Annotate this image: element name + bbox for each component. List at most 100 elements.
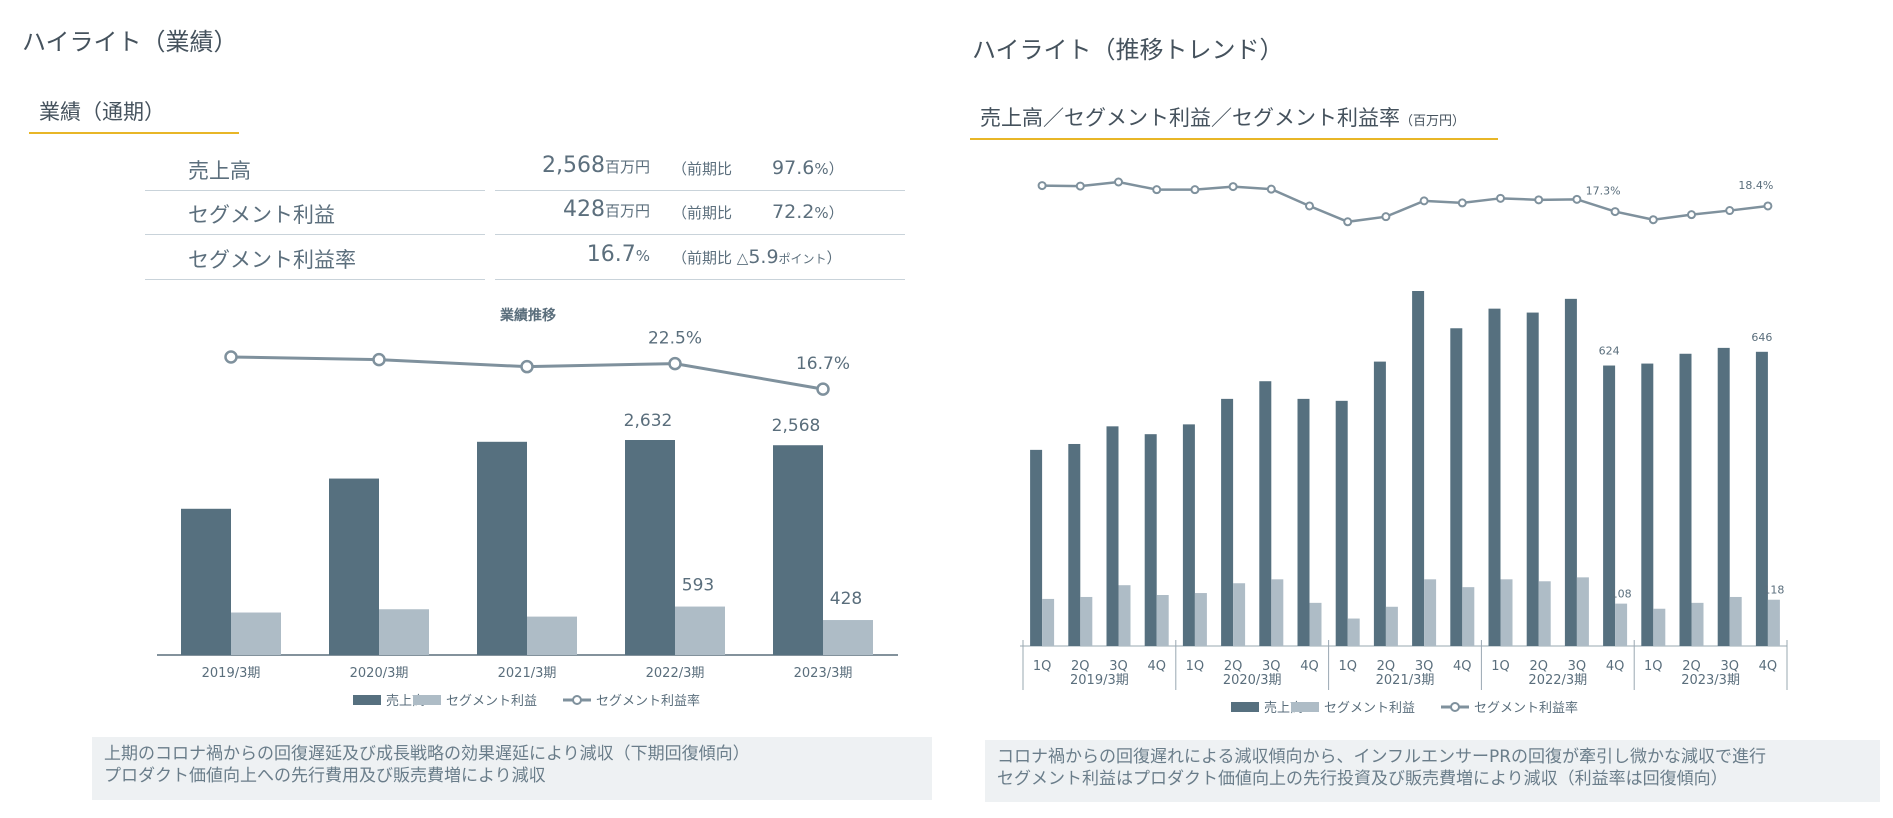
bar-profit (1309, 602, 1322, 646)
bar-profit (1462, 587, 1475, 646)
x-tick-label: 3Q (1415, 659, 1434, 674)
point-rate (1419, 196, 1429, 206)
point-rate (520, 359, 534, 374)
row-rule (145, 234, 485, 235)
x-tick-label: 3Q (1568, 659, 1587, 674)
x-tick-label: 2020/3期 (350, 666, 409, 681)
bar-revenue (1297, 398, 1310, 646)
x-tick-label: 3Q (1109, 659, 1128, 674)
row-rule (495, 234, 905, 235)
legend-label: セグメント利益 (446, 694, 537, 709)
bar-profit (231, 612, 281, 655)
bar-revenue (1564, 298, 1577, 646)
x-tick-label: 2Q (1071, 659, 1090, 674)
x-tick-label: 4Q (1453, 659, 1472, 674)
point-rate (1687, 210, 1696, 220)
x-tick-label: 2019/3期 (202, 666, 261, 681)
bar-profit (1233, 583, 1246, 646)
bar-revenue (1412, 291, 1425, 646)
point-rate (1190, 185, 1200, 195)
bar-profit (1347, 618, 1360, 646)
bar-revenue (1106, 426, 1119, 646)
bar-profit (1194, 593, 1207, 646)
point-rate (1763, 201, 1773, 211)
row-value-margin: 16.7% (586, 242, 650, 267)
bar-profit (1576, 577, 1589, 646)
x-tick-label: 2Q (1682, 659, 1701, 674)
bar-revenue (1526, 312, 1539, 646)
point-rate (1266, 184, 1276, 194)
bar-profit (1118, 585, 1131, 646)
point-rate (668, 356, 682, 371)
bar-revenue (1259, 381, 1272, 646)
x-tick-label: 4Q (1606, 659, 1625, 674)
bar-profit (823, 620, 873, 655)
right-comment-line: セグメント利益はプロダクト価値向上の先行投資及び販売費増により減収（利益率は回復… (997, 769, 1728, 789)
bar-revenue (1373, 361, 1386, 646)
row-compare-profit: （前期比 72.2%） (672, 201, 844, 223)
annual-results-chart: 業績推移 2019/3期 2020/3期 2021/3期 2,632 593 2022/3期… (157, 307, 898, 709)
point-rate (1496, 193, 1505, 203)
point-rate (1037, 181, 1047, 191)
bar-profit (1538, 581, 1551, 646)
bar-profit (1615, 603, 1628, 646)
row-rule (495, 279, 905, 280)
data-label-revenue: 646 (1751, 331, 1772, 344)
bar-revenue (1068, 443, 1081, 646)
x-tick-label: 4Q (1759, 659, 1778, 674)
bar-profit (1271, 579, 1284, 646)
chart-title: 業績推移 (499, 307, 556, 324)
point-rate (1381, 212, 1391, 222)
point-rate (1075, 181, 1085, 191)
bar-revenue (1717, 347, 1730, 646)
bar-revenue (1679, 353, 1692, 646)
x-tick-label: 1Q (1644, 659, 1663, 674)
data-label-revenue: 2,568 (772, 416, 821, 436)
point-rate (1228, 182, 1238, 192)
point-rate (1152, 185, 1162, 195)
data-label-revenue: 624 (1599, 345, 1620, 358)
row-value-revenue: 2,568百万円 (542, 153, 650, 178)
bar-revenue (1144, 434, 1157, 646)
data-label-rate: 17.3% (1586, 185, 1621, 198)
bar-revenue (1488, 308, 1501, 646)
bar-revenue (1450, 328, 1463, 646)
x-tick-label: 2021/3期 (498, 666, 557, 681)
group-label: 2023/3期 (1681, 673, 1740, 688)
x-tick-label: 4Q (1147, 659, 1166, 674)
data-label-rate: 22.5% (648, 329, 702, 349)
x-tick-label: 1Q (1491, 659, 1510, 674)
point-rate (224, 350, 238, 364)
legend-swatch (572, 695, 582, 705)
data-label-profit: 108 (1611, 588, 1632, 601)
row-compare-margin: （前期比 △5.9ポイント） (672, 246, 842, 268)
x-tick-label: 2Q (1224, 659, 1243, 674)
legend-swatch (1291, 702, 1319, 712)
point-rate (1648, 215, 1658, 225)
right-slide-title: ハイライト（推移トレンド） (972, 36, 1284, 64)
bar-profit (1156, 595, 1169, 646)
point-rate (372, 352, 386, 367)
legend-label: セグメント利益率 (596, 693, 700, 709)
x-tick-label: 1Q (1033, 659, 1052, 674)
legend-swatch (413, 695, 441, 705)
row-label-revenue: 売上高 (188, 159, 251, 183)
line-rate (1042, 180, 1769, 224)
data-label-revenue: 2,632 (624, 411, 673, 431)
point-rate (1343, 217, 1353, 227)
left-comment-box: 上期のコロナ禍からの回復遅延及び成長戦略の効果遅延により減収（下期回復傾向） プ… (92, 737, 932, 800)
bar-profit (1424, 579, 1437, 646)
data-label-rate: 18.4% (1738, 179, 1773, 192)
bar-revenue (1030, 449, 1043, 646)
bar-revenue (181, 508, 231, 655)
x-tick-label: 2022/3期 (646, 666, 705, 681)
bar-profit (1767, 599, 1780, 646)
bar-revenue (1221, 398, 1234, 646)
point-rate (1725, 206, 1735, 216)
bar-revenue (1755, 351, 1768, 646)
point-rate (1572, 194, 1582, 204)
bar-revenue (1641, 363, 1654, 646)
x-tick-label: 2Q (1377, 659, 1396, 674)
x-tick-label: 3Q (1262, 659, 1281, 674)
left-slide-title: ハイライト（業績） (22, 28, 238, 56)
